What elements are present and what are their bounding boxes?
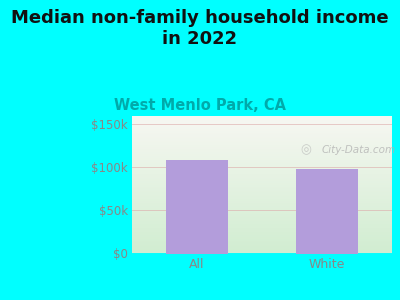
Text: West Menlo Park, CA: West Menlo Park, CA (114, 98, 286, 112)
Bar (296, 169, 358, 254)
Text: ◎: ◎ (301, 143, 312, 157)
Text: City-Data.com: City-Data.com (322, 145, 396, 155)
Text: Median non-family household income
in 2022: Median non-family household income in 20… (11, 9, 389, 48)
Bar (166, 160, 228, 254)
